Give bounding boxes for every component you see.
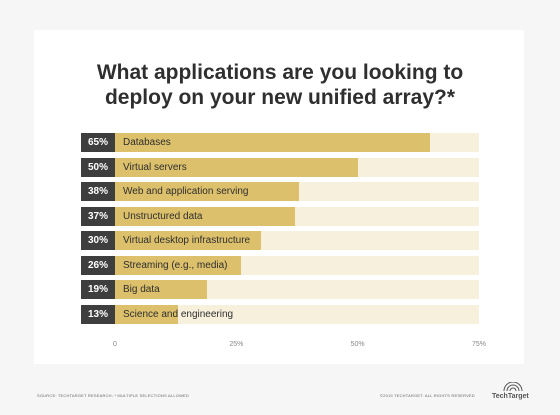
bar — [115, 133, 431, 152]
bar-row: 13% Science and engineering — [81, 304, 479, 324]
bar-category-label: Unstructured data — [123, 210, 203, 222]
bar-track: Virtual servers — [115, 157, 479, 177]
bar-value-label: 50% — [81, 157, 115, 177]
bar — [115, 157, 358, 177]
bar-track: Streaming (e.g., media) — [115, 255, 479, 275]
bar-track: Databases — [115, 133, 479, 152]
bar-track: Science and engineering — [115, 304, 479, 324]
x-axis-tick-label: 75% — [471, 341, 487, 348]
bar — [115, 206, 295, 226]
chart-title-line-1: What applications are you looking to — [96, 61, 464, 84]
brand-name: TechTarget — [492, 393, 529, 400]
bar — [115, 304, 179, 324]
chart-title: What applications are you looking to dep… — [0, 60, 560, 110]
bar-category-label: Science and engineering — [123, 308, 234, 320]
bar — [115, 231, 261, 250]
bar-category-label: Web and application serving — [123, 186, 249, 197]
x-axis-tick-label: 50% — [350, 341, 365, 348]
bar-value-label: 13% — [81, 304, 115, 324]
bar-category-label: Virtual desktop infrastructure — [123, 235, 251, 246]
bar-value-label: 30% — [81, 231, 115, 250]
source-note: SOURCE: TECHTARGET RESEARCH; * MULTIPLE … — [37, 393, 190, 398]
chart-title-line-2: deploy on your new unified array?* — [104, 86, 456, 109]
bar-track: Web and application serving — [115, 182, 479, 201]
bar-row: 37% Unstructured data — [81, 206, 479, 226]
copyright-note: ©2019 TECHTARGET. ALL RIGHTS RESERVED — [380, 393, 475, 398]
bar-row: 38% Web and application serving — [81, 182, 479, 201]
bar-row: 19% Big data — [81, 280, 479, 299]
bar — [115, 182, 300, 201]
bar-row: 65% Databases — [81, 133, 479, 152]
bar-value-label: 37% — [81, 206, 115, 226]
x-axis-tick-label: 25% — [229, 341, 244, 348]
bar-row: 30% Virtual desktop infrastructure — [81, 231, 479, 250]
bar-track: Virtual desktop infrastructure — [115, 231, 479, 250]
bar — [115, 255, 242, 275]
bar-category-label: Databases — [123, 137, 171, 148]
bar-value-label: 65% — [81, 133, 115, 152]
bar — [115, 280, 208, 299]
bar-category-label: Streaming (e.g., media) — [123, 259, 228, 271]
bar-row: 26% Streaming (e.g., media) — [81, 255, 479, 275]
bar-track: Big data — [115, 280, 479, 299]
bar-value-label: 38% — [81, 182, 115, 201]
bar-category-label: Big data — [123, 284, 160, 295]
bar-value-label: 26% — [81, 255, 115, 275]
bar-category-label: Virtual servers — [123, 161, 187, 173]
techtarget-logo: TechTarget — [492, 382, 532, 402]
radar-arc-icon — [503, 382, 523, 392]
x-axis-tick-label: 0 — [113, 341, 117, 348]
bar-track: Unstructured data — [115, 206, 479, 226]
bar-row: 50% Virtual servers — [81, 157, 479, 177]
bar-value-label: 19% — [81, 280, 115, 299]
